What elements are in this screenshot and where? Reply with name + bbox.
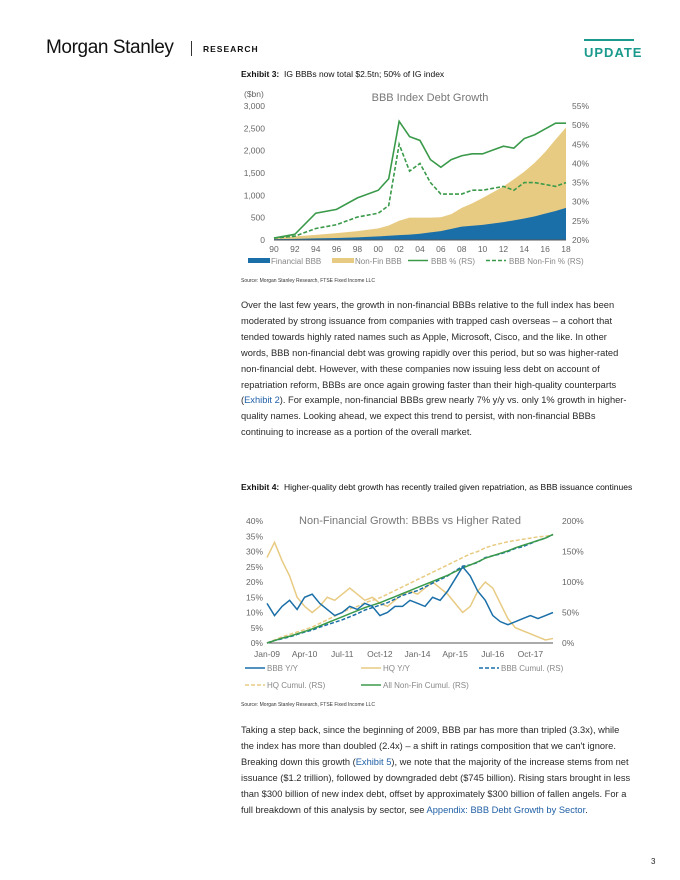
y-right-tick-label: 150% <box>562 547 584 557</box>
exhibit-2-link[interactable]: Exhibit 2 <box>244 395 280 406</box>
exhibit-title: IG BBBs now total $2.5tn; 50% of IG inde… <box>284 69 445 79</box>
y-tick-label: 3,000 <box>244 101 266 111</box>
y-tick-label: 1,500 <box>244 168 266 178</box>
paragraph-text: . <box>585 804 588 815</box>
exhibit-4-source: Source: Morgan Stanley Research, FTSE Fi… <box>241 702 375 708</box>
x-tick-label: 96 <box>332 244 342 254</box>
paragraph-text: ). For example, non-financial BBBs grew … <box>241 395 627 438</box>
nonfin-growth-chart: Non-Financial Growth: BBBs vs Higher Rat… <box>245 515 584 690</box>
y-tick-label: 30% <box>246 547 263 557</box>
x-tick-label: Apr-15 <box>442 649 468 659</box>
appendix-link[interactable]: Appendix: BBB Debt Growth by Sector <box>426 804 586 815</box>
y-right-tick-label: 0% <box>562 638 575 648</box>
y-tick-label: 35% <box>246 531 263 541</box>
x-tick-label: Jul-16 <box>481 649 504 659</box>
y-tick-label: 0 <box>260 235 265 245</box>
financial-bbb-area <box>274 207 566 240</box>
y-tick-label: 5% <box>251 623 264 633</box>
y-tick-label: 0% <box>251 638 264 648</box>
body-paragraph-2: Taking a step back, since the beginning … <box>241 723 633 818</box>
x-tick-label: 98 <box>353 244 363 254</box>
y-right-tick-label: 20% <box>572 235 589 245</box>
y-tick-label: 2,000 <box>244 146 266 156</box>
y-right-tick-label: 100% <box>562 577 584 587</box>
x-tick-label: 18 <box>561 244 571 254</box>
x-tick-label: Jan-09 <box>254 649 280 659</box>
y-right-tick-label: 45% <box>572 139 589 149</box>
x-tick-label: 08 <box>457 244 467 254</box>
y-right-tick-label: 25% <box>572 216 589 226</box>
x-tick-label: 10 <box>478 244 488 254</box>
x-tick-label: Jul-11 <box>331 649 354 659</box>
x-tick-label: 90 <box>269 244 279 254</box>
update-badge: UPDATE <box>584 39 641 60</box>
x-tick-label: 92 <box>290 244 300 254</box>
legend-swatch <box>332 258 354 263</box>
exhibit-label: Exhibit 3: <box>241 69 280 79</box>
exhibit-label: Exhibit 4: <box>241 482 280 492</box>
y-right-tick-label: 35% <box>572 178 589 188</box>
exhibit-4-caption: Exhibit 4: Higher-quality debt growth ha… <box>241 481 633 493</box>
x-tick-label: Oct-17 <box>518 649 544 659</box>
header-separator <box>191 41 192 56</box>
y-right-tick-label: 30% <box>572 197 589 207</box>
exhibit-title: Higher-quality debt growth has recently … <box>284 482 633 492</box>
paragraph-text: Taking a step back, since the beginning … <box>241 725 620 767</box>
exhibit-3-caption: Exhibit 3: IG BBBs now total $2.5tn; 50%… <box>241 68 444 80</box>
x-tick-label: 16 <box>540 244 550 254</box>
y-right-tick-label: 55% <box>572 101 589 111</box>
legend-label: HQ Cumul. (RS) <box>267 681 326 690</box>
nonfin-bbb-area <box>274 127 566 240</box>
y-right-tick-label: 200% <box>562 516 584 526</box>
all-nonfin-cumul-line <box>266 533 554 644</box>
paragraph-text: ), we note that the majority of the incr… <box>241 756 631 815</box>
legend-label: Financial BBB <box>271 257 321 266</box>
bbb-index-debt-growth-chart: BBB Index Debt Growth ($bn) 0 500 1,000 1,500… <box>244 89 590 266</box>
y-tick-label: 25% <box>246 562 263 572</box>
x-tick-label: 04 <box>415 244 425 254</box>
hq-cumul-line <box>266 534 554 644</box>
bbb-nonfin-pct-line <box>273 141 567 239</box>
legend-label: Non-Fin BBB <box>355 257 402 266</box>
legend-label: BBB Y/Y <box>267 664 299 673</box>
y-tick-label: 15% <box>246 592 263 602</box>
y-tick-label: 20% <box>246 577 263 587</box>
y-right-tick-label: 50% <box>572 120 589 130</box>
x-tick-label: 02 <box>394 244 404 254</box>
x-tick-label: 94 <box>311 244 321 254</box>
y-right-tick-label: 40% <box>572 158 589 168</box>
y-right-tick-label: 50% <box>562 608 579 618</box>
exhibit-5-link[interactable]: Exhibit 5 <box>355 756 392 767</box>
y-axis-unit-label: ($bn) <box>244 89 264 99</box>
exhibit-3-source: Source: Morgan Stanley Research, FTSE Fi… <box>241 278 375 284</box>
x-tick-label: Oct-12 <box>367 649 393 659</box>
y-tick-label: 10% <box>246 608 263 618</box>
x-tick-label: 00 <box>374 244 384 254</box>
page-number: 3 <box>651 857 656 866</box>
x-tick-label: 14 <box>520 244 530 254</box>
legend-label: BBB Non-Fin % (RS) <box>509 257 584 266</box>
morgan-stanley-logo: Morgan Stanley <box>46 37 174 58</box>
legend-label: BBB Cumul. (RS) <box>501 664 564 673</box>
bbb-yy-line <box>266 565 554 626</box>
x-tick-label: Jan-14 <box>405 649 431 659</box>
y-tick-label: 500 <box>251 213 265 223</box>
x-tick-label: 12 <box>499 244 509 254</box>
y-tick-label: 40% <box>246 516 263 526</box>
research-label: RESEARCH <box>203 44 259 54</box>
legend-label: All Non-Fin Cumul. (RS) <box>383 681 469 690</box>
paragraph-text: Over the last few years, the growth in n… <box>241 300 619 406</box>
legend-label: HQ Y/Y <box>383 664 411 673</box>
legend-label: BBB % (RS) <box>431 257 475 266</box>
chart-title: Non-Financial Growth: BBBs vs Higher Rat… <box>299 515 521 527</box>
chart-title: BBB Index Debt Growth <box>372 92 489 104</box>
y-tick-label: 1,000 <box>244 190 266 200</box>
body-paragraph-1: Over the last few years, the growth in n… <box>241 298 633 441</box>
x-tick-label: Apr-10 <box>292 649 318 659</box>
legend-swatch <box>248 258 270 263</box>
y-tick-label: 2,500 <box>244 123 266 133</box>
x-tick-label: 06 <box>436 244 446 254</box>
bbb-cumul-line <box>266 533 554 644</box>
bbb-pct-line <box>273 119 566 239</box>
